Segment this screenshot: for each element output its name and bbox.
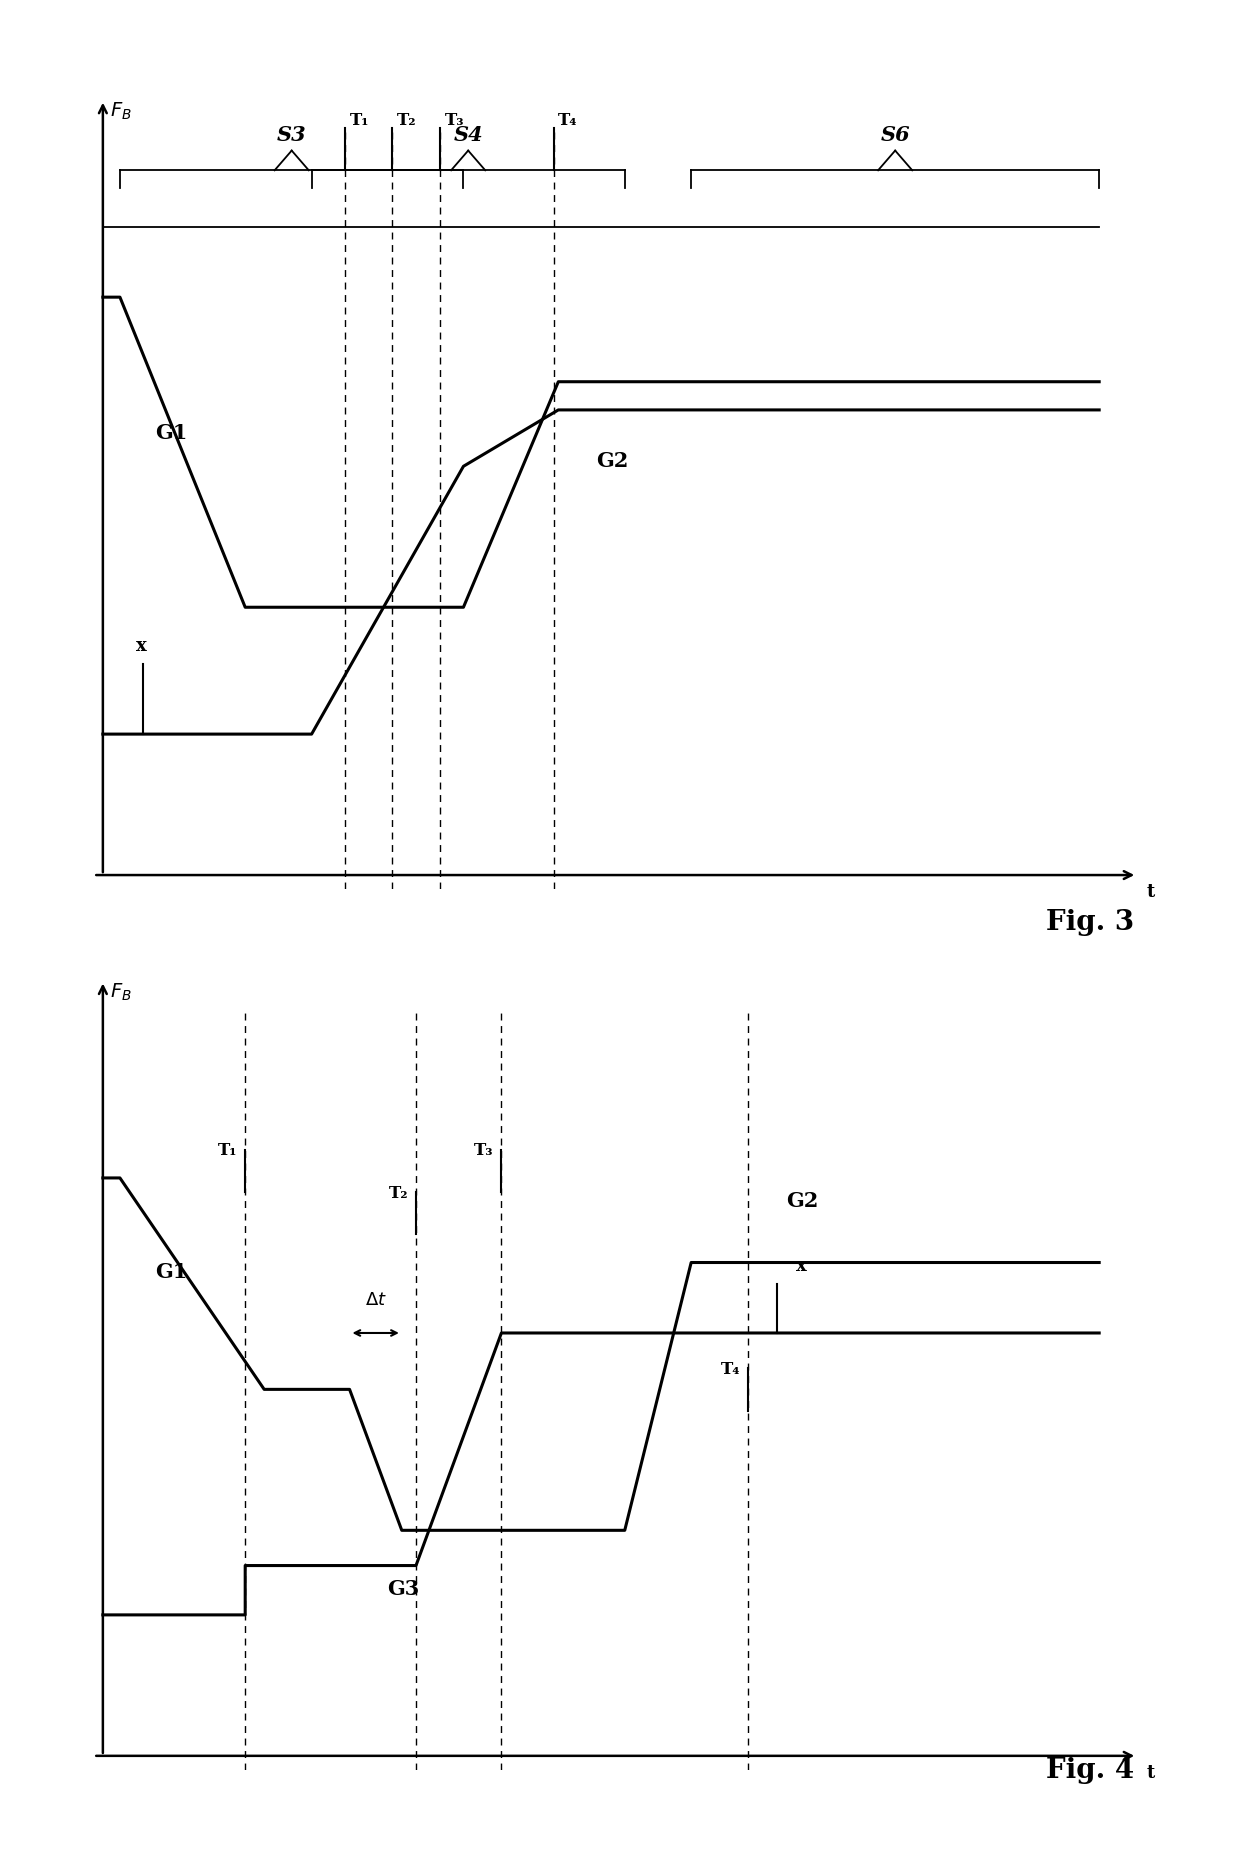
Text: T₃: T₃ — [444, 112, 464, 129]
Text: T₂: T₂ — [389, 1184, 408, 1201]
Text: $F_B$: $F_B$ — [110, 101, 133, 122]
Text: G3: G3 — [388, 1577, 420, 1598]
Text: G2: G2 — [596, 451, 629, 470]
Text: S3: S3 — [277, 124, 306, 144]
Text: T₄: T₄ — [720, 1360, 740, 1377]
Text: T₂: T₂ — [397, 112, 417, 129]
Text: Fig. 3: Fig. 3 — [1047, 908, 1135, 935]
Text: t: t — [1147, 882, 1154, 901]
Text: G1: G1 — [155, 1261, 187, 1281]
Text: $F_B$: $F_B$ — [110, 981, 133, 1002]
Text: G1: G1 — [155, 423, 187, 442]
Text: S4: S4 — [454, 124, 484, 144]
Text: S6: S6 — [880, 124, 910, 144]
Text: x: x — [136, 637, 146, 654]
Text: T₁: T₁ — [350, 112, 370, 129]
Text: G2: G2 — [786, 1191, 818, 1210]
Text: Fig. 4: Fig. 4 — [1047, 1757, 1135, 1783]
Text: $\Delta t$: $\Delta t$ — [365, 1290, 387, 1309]
Text: T₁: T₁ — [218, 1143, 238, 1159]
Text: x: x — [796, 1257, 806, 1274]
Text: T₄: T₄ — [558, 112, 578, 129]
Text: t: t — [1147, 1762, 1154, 1781]
Text: T₃: T₃ — [475, 1143, 494, 1159]
